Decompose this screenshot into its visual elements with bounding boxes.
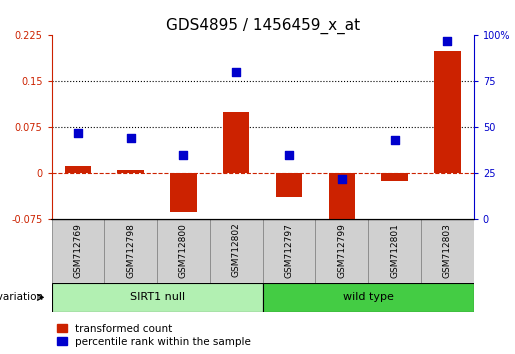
Text: GSM712769: GSM712769 bbox=[74, 223, 82, 278]
Text: SIRT1 null: SIRT1 null bbox=[129, 292, 185, 302]
Bar bbox=[52, 283, 263, 312]
Point bbox=[390, 137, 399, 143]
Bar bbox=[65, 166, 91, 173]
Bar bbox=[157, 219, 210, 283]
Point bbox=[127, 136, 135, 141]
Legend: transformed count, percentile rank within the sample: transformed count, percentile rank withi… bbox=[57, 324, 251, 347]
Text: GSM712797: GSM712797 bbox=[285, 223, 294, 278]
Text: GSM712798: GSM712798 bbox=[126, 223, 135, 278]
Text: genotype/variation: genotype/variation bbox=[0, 292, 46, 302]
Text: GSM712801: GSM712801 bbox=[390, 223, 399, 278]
Point bbox=[285, 152, 293, 158]
Bar bbox=[263, 283, 474, 312]
Text: GSM712800: GSM712800 bbox=[179, 223, 188, 278]
Text: wild type: wild type bbox=[343, 292, 393, 302]
Bar bbox=[170, 173, 197, 211]
Title: GDS4895 / 1456459_x_at: GDS4895 / 1456459_x_at bbox=[166, 18, 359, 34]
Text: GSM712799: GSM712799 bbox=[337, 223, 346, 278]
Text: GSM712802: GSM712802 bbox=[232, 223, 241, 278]
Bar bbox=[104, 219, 157, 283]
Point bbox=[179, 152, 187, 158]
Bar bbox=[263, 219, 315, 283]
Point bbox=[443, 38, 452, 44]
Point bbox=[232, 69, 241, 75]
Bar bbox=[223, 112, 249, 173]
Bar bbox=[117, 170, 144, 173]
Bar bbox=[434, 51, 460, 173]
Bar bbox=[368, 219, 421, 283]
Bar bbox=[52, 219, 104, 283]
Text: GSM712803: GSM712803 bbox=[443, 223, 452, 278]
Point bbox=[74, 130, 82, 136]
Bar bbox=[421, 219, 474, 283]
Bar bbox=[276, 173, 302, 197]
Point bbox=[338, 176, 346, 182]
Bar bbox=[382, 173, 408, 181]
Bar bbox=[210, 219, 263, 283]
Bar bbox=[329, 173, 355, 230]
Bar bbox=[315, 219, 368, 283]
